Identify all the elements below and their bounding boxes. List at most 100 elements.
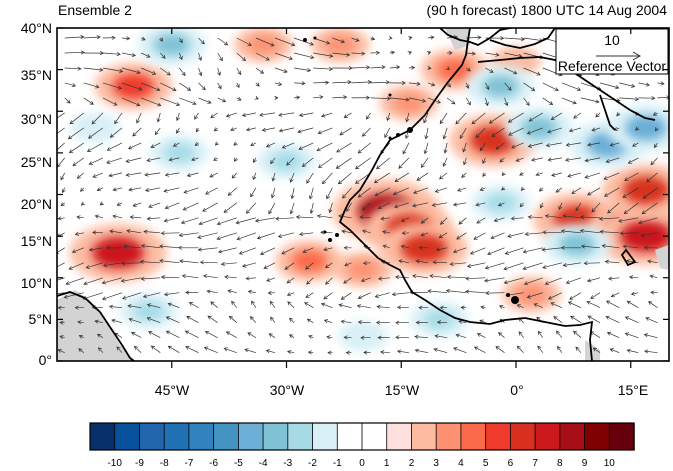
wind-vector [650, 290, 658, 295]
wind-vector [67, 127, 85, 140]
wind-vector [132, 127, 142, 137]
wind-vector [624, 172, 639, 181]
wind-vector [420, 157, 429, 168]
wind-vector [235, 82, 240, 89]
wind-vector [64, 50, 85, 55]
wind-vector [111, 318, 123, 324]
wind-vector [343, 112, 352, 118]
wind-vector [288, 334, 295, 339]
wind-vector [326, 335, 333, 340]
lat-label-25n: 25°N [21, 154, 52, 170]
wind-vector [127, 304, 142, 309]
wind-vector [565, 277, 582, 285]
wind-vector [413, 187, 429, 194]
wind-vector [216, 232, 237, 241]
wind-vector [339, 127, 352, 136]
wind-vector [427, 289, 448, 294]
wind-vector [320, 230, 333, 235]
wind-vector [179, 97, 197, 106]
wind-vector [555, 187, 563, 193]
wind-vector [424, 127, 429, 140]
wind-vector [355, 157, 371, 170]
wind-vector [77, 320, 84, 325]
wind-vector [423, 142, 429, 155]
wind-vector [127, 142, 142, 150]
wind-vector [569, 292, 582, 300]
wind-vector [203, 346, 218, 354]
wind-vector [539, 202, 544, 209]
wind-vector [380, 216, 390, 221]
anomaly-blob [137, 28, 206, 66]
wind-vector [370, 65, 386, 70]
wind-vector [88, 247, 103, 252]
wind-vector [242, 262, 256, 268]
wind-vector [565, 142, 582, 147]
wind-vector [465, 289, 486, 294]
wind-vector [359, 215, 371, 220]
wind-vector [507, 112, 524, 123]
anomaly-blob [70, 113, 120, 143]
wind-vector [561, 82, 582, 91]
colorbar-swatch [139, 422, 165, 451]
wind-vector [213, 127, 218, 132]
wind-vector [584, 172, 601, 179]
wind-vector [144, 172, 161, 177]
wind-vector [520, 186, 526, 191]
wind-vector [220, 261, 237, 267]
wind-vector [575, 346, 582, 353]
wind-vector [645, 317, 658, 324]
colorbar-swatch [163, 422, 190, 451]
wind-vector [150, 142, 161, 148]
wind-vector [542, 262, 562, 269]
wind-vector [278, 127, 295, 133]
wind-vector [133, 345, 142, 353]
wind-vector [286, 157, 295, 166]
wind-vector [78, 334, 84, 339]
wind-vector [466, 262, 486, 269]
lat-label-10n: 10°N [21, 275, 52, 291]
wind-vector [252, 172, 257, 181]
wind-vector [57, 216, 65, 221]
colorbar-label: -9 [135, 458, 144, 469]
anomaly-blob [543, 223, 612, 265]
anomaly-blob [471, 185, 531, 221]
wind-vector [316, 142, 333, 152]
wind-vector [523, 67, 541, 76]
wind-vector [156, 112, 161, 123]
wind-vector [653, 142, 658, 149]
wind-vector [495, 346, 505, 353]
wind-vector [59, 320, 65, 325]
wind-vector [64, 97, 71, 104]
wind-vector [254, 217, 276, 223]
wind-vector [236, 96, 242, 101]
wind-vector [412, 274, 429, 279]
wind-vector [499, 157, 505, 163]
wind-vector [427, 65, 432, 71]
wind-vector [142, 292, 161, 299]
wind-vector [649, 274, 658, 279]
wind-vector [160, 97, 181, 106]
anomaly-blob [150, 135, 209, 171]
wind-vector [395, 275, 409, 280]
wind-vector [431, 202, 448, 207]
wind-vector [466, 51, 476, 56]
wind-vector [402, 142, 410, 155]
wind-vector [607, 202, 620, 214]
wind-vector [214, 141, 219, 146]
wind-vector [395, 335, 409, 340]
wind-vector [609, 348, 620, 354]
wind-vector [625, 259, 639, 264]
wind-vector [351, 37, 360, 42]
wind-vector [313, 66, 334, 72]
wind-vector [459, 127, 467, 140]
wind-vector [185, 290, 199, 295]
wind-vector [233, 141, 238, 146]
wind-vector [178, 232, 199, 238]
wind-vector [176, 127, 180, 134]
wind-vector [462, 157, 467, 166]
wind-vector [605, 157, 620, 164]
colorbar-label: 4 [458, 458, 464, 469]
wind-vector [465, 97, 471, 106]
wind-vector [102, 82, 123, 90]
